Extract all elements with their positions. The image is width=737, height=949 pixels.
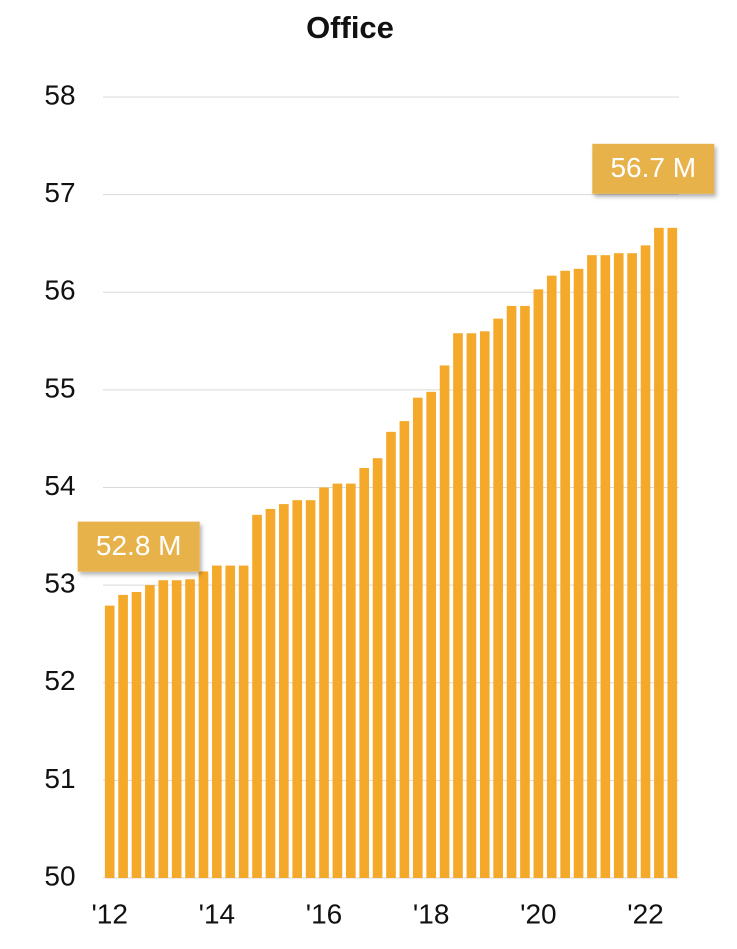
bar (145, 585, 155, 878)
bar (667, 227, 678, 878)
bar (238, 565, 249, 878)
bar (131, 591, 142, 878)
y-tick-label: 57 (44, 177, 75, 208)
value-label-box (77, 521, 200, 572)
bar (292, 500, 303, 878)
bar (345, 483, 356, 878)
bar (627, 253, 637, 878)
y-tick-label: 55 (44, 372, 75, 403)
bar (171, 580, 182, 878)
x-tick-label: '12 (91, 898, 128, 929)
bar (453, 333, 463, 878)
bar (104, 605, 115, 878)
bar (466, 333, 477, 878)
x-tick-label: '20 (520, 898, 557, 929)
bar (479, 331, 490, 878)
bar (198, 571, 209, 878)
bar (386, 431, 396, 878)
bar (493, 318, 503, 878)
value-label: 52.8 M (96, 530, 182, 561)
bar (225, 565, 236, 878)
bar (319, 487, 329, 878)
x-tick-label: '22 (627, 898, 664, 929)
bar (506, 305, 517, 879)
y-tick-label: 50 (44, 860, 75, 891)
bar (600, 255, 611, 879)
y-tick-label: 53 (44, 568, 75, 599)
bar (332, 483, 343, 878)
bar (118, 594, 128, 878)
bar (546, 275, 557, 878)
bar (426, 391, 437, 878)
y-tick-label: 52 (44, 665, 75, 696)
bar (654, 227, 664, 878)
y-tick-label: 54 (44, 470, 75, 501)
bar (613, 253, 624, 878)
bar (279, 504, 289, 878)
bar (265, 508, 276, 878)
bar (560, 270, 570, 879)
value-label: 56.7 M (610, 152, 696, 183)
value-label-box (592, 143, 715, 194)
chart-title: Office (306, 10, 394, 45)
bar (372, 458, 383, 878)
bar (212, 565, 222, 878)
x-tick-label: '16 (306, 898, 343, 929)
bar (520, 305, 530, 879)
y-tick-label: 51 (44, 763, 75, 794)
x-tick-label: '14 (199, 898, 236, 929)
y-tick-label: 56 (44, 275, 75, 306)
bar (412, 397, 423, 878)
bar (305, 500, 316, 878)
y-tick-label: 58 (44, 79, 75, 110)
bar (533, 289, 544, 878)
bar (359, 467, 370, 878)
bar (640, 245, 651, 878)
bar (185, 579, 195, 878)
bar (573, 268, 584, 878)
bar (399, 421, 410, 878)
bar (252, 514, 262, 878)
bar (587, 255, 597, 879)
x-tick-label: '18 (413, 898, 450, 929)
bar (158, 580, 169, 878)
bar (439, 365, 450, 878)
